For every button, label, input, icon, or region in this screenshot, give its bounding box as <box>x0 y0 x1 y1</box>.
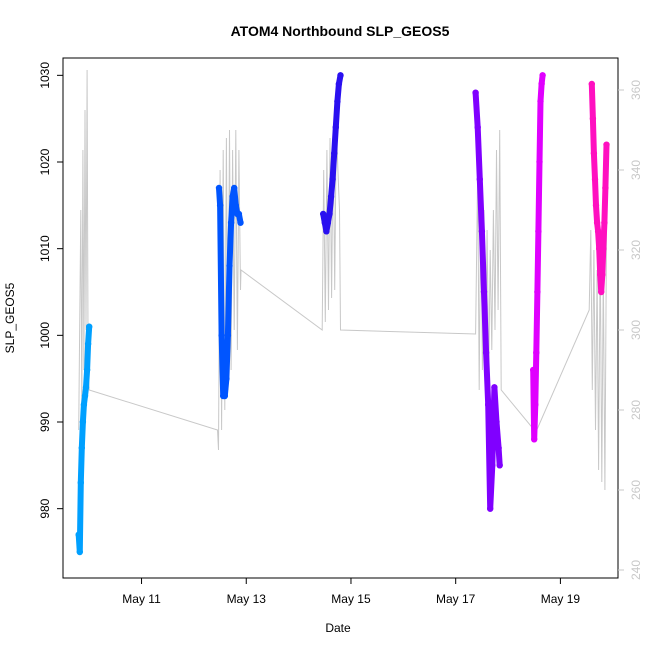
data-point <box>496 462 503 469</box>
data-point <box>534 288 541 296</box>
axes-layer: 980 990 1000 1010 1020 1030 240 260 280 300 320 340… <box>38 62 643 606</box>
data-point <box>77 479 85 486</box>
x-tick-label: May 15 <box>331 592 371 606</box>
data-point <box>331 150 338 157</box>
data-point <box>531 436 538 443</box>
data-point <box>218 332 225 339</box>
data-point <box>221 392 228 400</box>
series-line-5 <box>530 72 546 443</box>
data-point <box>229 193 236 200</box>
data-point <box>320 210 327 218</box>
data-point <box>324 219 332 226</box>
data-point <box>487 505 494 512</box>
data-point <box>329 176 336 183</box>
data-point <box>532 401 539 408</box>
data-point <box>598 288 605 296</box>
data-point <box>476 176 483 183</box>
y2-tick-label: 360 <box>629 80 643 100</box>
y-axis-label: SLP_GEOS5 <box>3 282 17 353</box>
data-point <box>485 401 492 408</box>
data-point <box>491 384 498 391</box>
secondary-series-layer <box>78 69 607 491</box>
plot-frame <box>62 57 619 579</box>
data-point <box>86 323 93 330</box>
data-point <box>79 418 87 426</box>
data-point <box>590 150 598 157</box>
data-point <box>81 392 89 400</box>
data-point <box>235 210 243 218</box>
data-point <box>530 366 537 374</box>
y2-tick-label: 320 <box>629 240 643 260</box>
data-point <box>474 124 481 131</box>
data-point <box>480 288 488 296</box>
data-point <box>472 89 479 96</box>
data-point <box>232 202 239 209</box>
data-point <box>495 444 502 452</box>
y-tick-label: 980 <box>38 498 52 518</box>
data-point <box>334 98 341 105</box>
y2-tick-label: 260 <box>629 480 643 500</box>
y-tick-label: 1000 <box>38 322 52 349</box>
data-point <box>216 202 224 209</box>
data-point <box>538 80 545 88</box>
data-point <box>489 462 496 469</box>
data-point <box>226 262 233 270</box>
series-layer <box>75 72 610 556</box>
data-point <box>84 340 92 348</box>
data-point <box>593 219 601 226</box>
y-tick-label: 1010 <box>38 235 52 262</box>
data-point <box>237 219 244 226</box>
y2-tick-label: 280 <box>629 400 643 420</box>
data-point <box>482 349 490 356</box>
secondary-series-line <box>78 69 607 491</box>
x-tick-label: May 19 <box>541 592 581 606</box>
data-point <box>594 228 602 235</box>
data-point <box>75 531 82 538</box>
data-point <box>335 80 343 88</box>
data-point <box>539 72 546 79</box>
data-point <box>337 72 344 79</box>
y-tick-label: 1020 <box>38 148 52 175</box>
data-point <box>493 418 500 426</box>
y2-tick-label: 240 <box>629 560 643 580</box>
y-tick-label: 990 <box>38 412 52 432</box>
data-point <box>83 366 91 374</box>
x-tick-label: May 13 <box>227 592 267 606</box>
data-point <box>603 141 610 148</box>
data-point <box>227 219 235 226</box>
data-point <box>323 228 330 235</box>
y-tick-label: 1030 <box>38 62 52 89</box>
data-point <box>591 176 599 183</box>
data-point <box>537 98 544 105</box>
data-point <box>80 401 88 408</box>
data-point <box>76 548 84 556</box>
x-axis-label: Date <box>325 621 351 635</box>
data-point <box>231 184 238 192</box>
data-point <box>223 375 230 382</box>
data-point <box>215 184 223 192</box>
data-point <box>600 245 607 252</box>
data-point <box>332 124 339 131</box>
data-point <box>478 228 486 235</box>
data-point <box>589 115 597 122</box>
data-point <box>78 444 86 452</box>
data-point <box>533 349 540 356</box>
data-point <box>602 184 609 192</box>
data-point <box>601 219 608 226</box>
data-point <box>327 193 335 200</box>
data-point <box>588 80 595 88</box>
x-tick-label: May 17 <box>436 592 476 606</box>
data-point <box>82 384 90 391</box>
data-point <box>592 202 600 209</box>
y2-tick-label: 300 <box>629 320 643 340</box>
y2-tick-label: 340 <box>629 160 643 180</box>
data-point <box>535 228 542 235</box>
x-tick-label: May 11 <box>122 592 161 606</box>
chart-title: ATOM4 Northbound SLP_GEOS5 <box>231 23 450 39</box>
data-point <box>599 271 606 278</box>
data-point <box>224 332 232 339</box>
data-point <box>326 210 333 218</box>
data-point <box>536 158 543 166</box>
